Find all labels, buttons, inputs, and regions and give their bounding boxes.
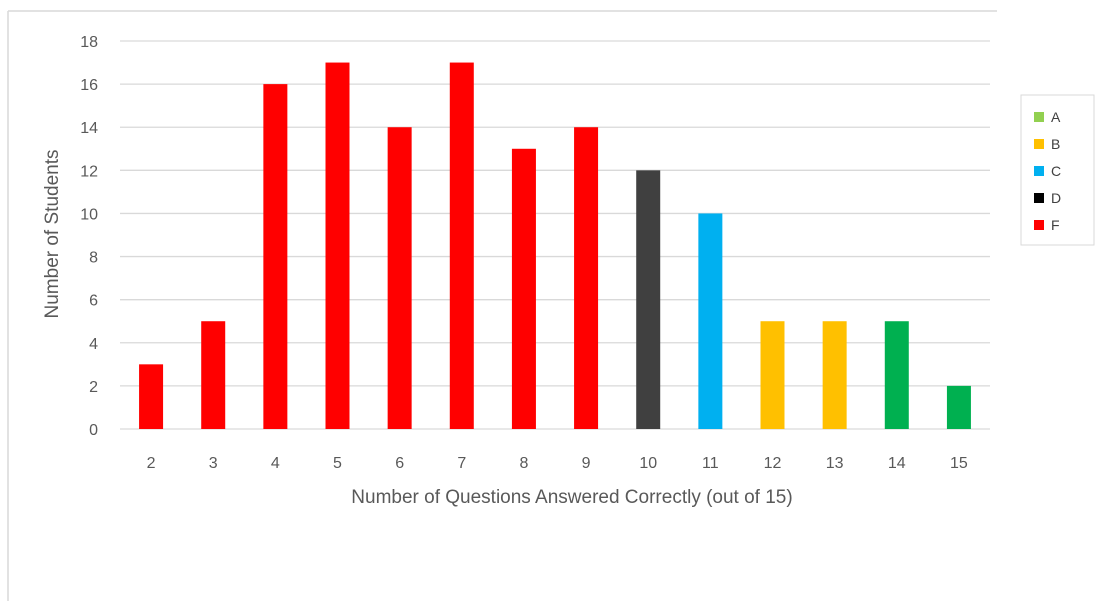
x-tick-label: 4 <box>271 455 280 472</box>
bar-11 <box>698 213 723 429</box>
bar-14 <box>884 321 909 429</box>
y-tick-label: 6 <box>89 293 98 310</box>
legend-swatch-f <box>1034 220 1044 230</box>
legend-label-a: A <box>1051 109 1061 125</box>
gridlines <box>120 40 990 430</box>
y-tick-label: 10 <box>80 206 98 223</box>
x-tick-label: 13 <box>826 455 844 472</box>
legend-swatch-b <box>1034 139 1044 149</box>
y-axis-title: Number of Students <box>42 150 63 319</box>
legend-swatch-d <box>1034 193 1044 203</box>
bar-10 <box>636 170 661 430</box>
y-tick-label: 18 <box>80 34 98 51</box>
legend-label-f: F <box>1051 217 1060 233</box>
y-tick-label: 4 <box>89 336 98 353</box>
x-tick-label: 8 <box>519 455 528 472</box>
x-tick-label: 11 <box>702 455 719 472</box>
x-tick-label: 7 <box>457 455 466 472</box>
x-tick-label: 6 <box>395 455 404 472</box>
x-tick-label: 14 <box>888 455 906 472</box>
bar-8 <box>511 148 536 429</box>
x-tick-label: 9 <box>582 455 591 472</box>
legend-box <box>1020 94 1095 246</box>
bar-2 <box>139 364 164 429</box>
bar-12 <box>760 321 785 429</box>
x-tick-label: 2 <box>147 455 156 472</box>
y-tick-label: 16 <box>80 77 98 94</box>
bar-3 <box>201 321 226 429</box>
legend-label-c: C <box>1051 163 1061 179</box>
legend-swatch-c <box>1034 166 1044 176</box>
bar-15 <box>946 385 971 429</box>
x-tick-label: 5 <box>333 455 342 472</box>
y-tick-label: 8 <box>89 250 98 267</box>
bar-6 <box>387 127 412 429</box>
x-tick-label: 15 <box>950 455 968 472</box>
legend-label-d: D <box>1051 190 1061 206</box>
bar-13 <box>822 321 847 429</box>
bar-5 <box>325 62 350 430</box>
x-tick-label: 12 <box>764 455 782 472</box>
legend-label-b: B <box>1051 136 1060 152</box>
bar-9 <box>574 127 599 429</box>
x-tick-label: 3 <box>209 455 218 472</box>
y-tick-label: 2 <box>89 379 98 396</box>
x-tick-label: 10 <box>639 455 657 472</box>
y-tick-labels: 0 2 4 6 8 10 12 14 16 18 <box>80 34 98 439</box>
bar-4 <box>263 84 288 429</box>
legend-swatch-a <box>1034 112 1044 122</box>
y-tick-label: 12 <box>80 163 98 180</box>
bars <box>139 62 971 430</box>
bar-7 <box>449 62 474 430</box>
y-tick-label: 0 <box>89 422 98 439</box>
x-axis-title: Number of Questions Answered Correctly (… <box>351 487 792 508</box>
y-tick-label: 14 <box>80 120 98 137</box>
x-tick-labels: 2 3 4 5 6 7 8 9 10 11 12 13 14 15 <box>147 455 968 472</box>
